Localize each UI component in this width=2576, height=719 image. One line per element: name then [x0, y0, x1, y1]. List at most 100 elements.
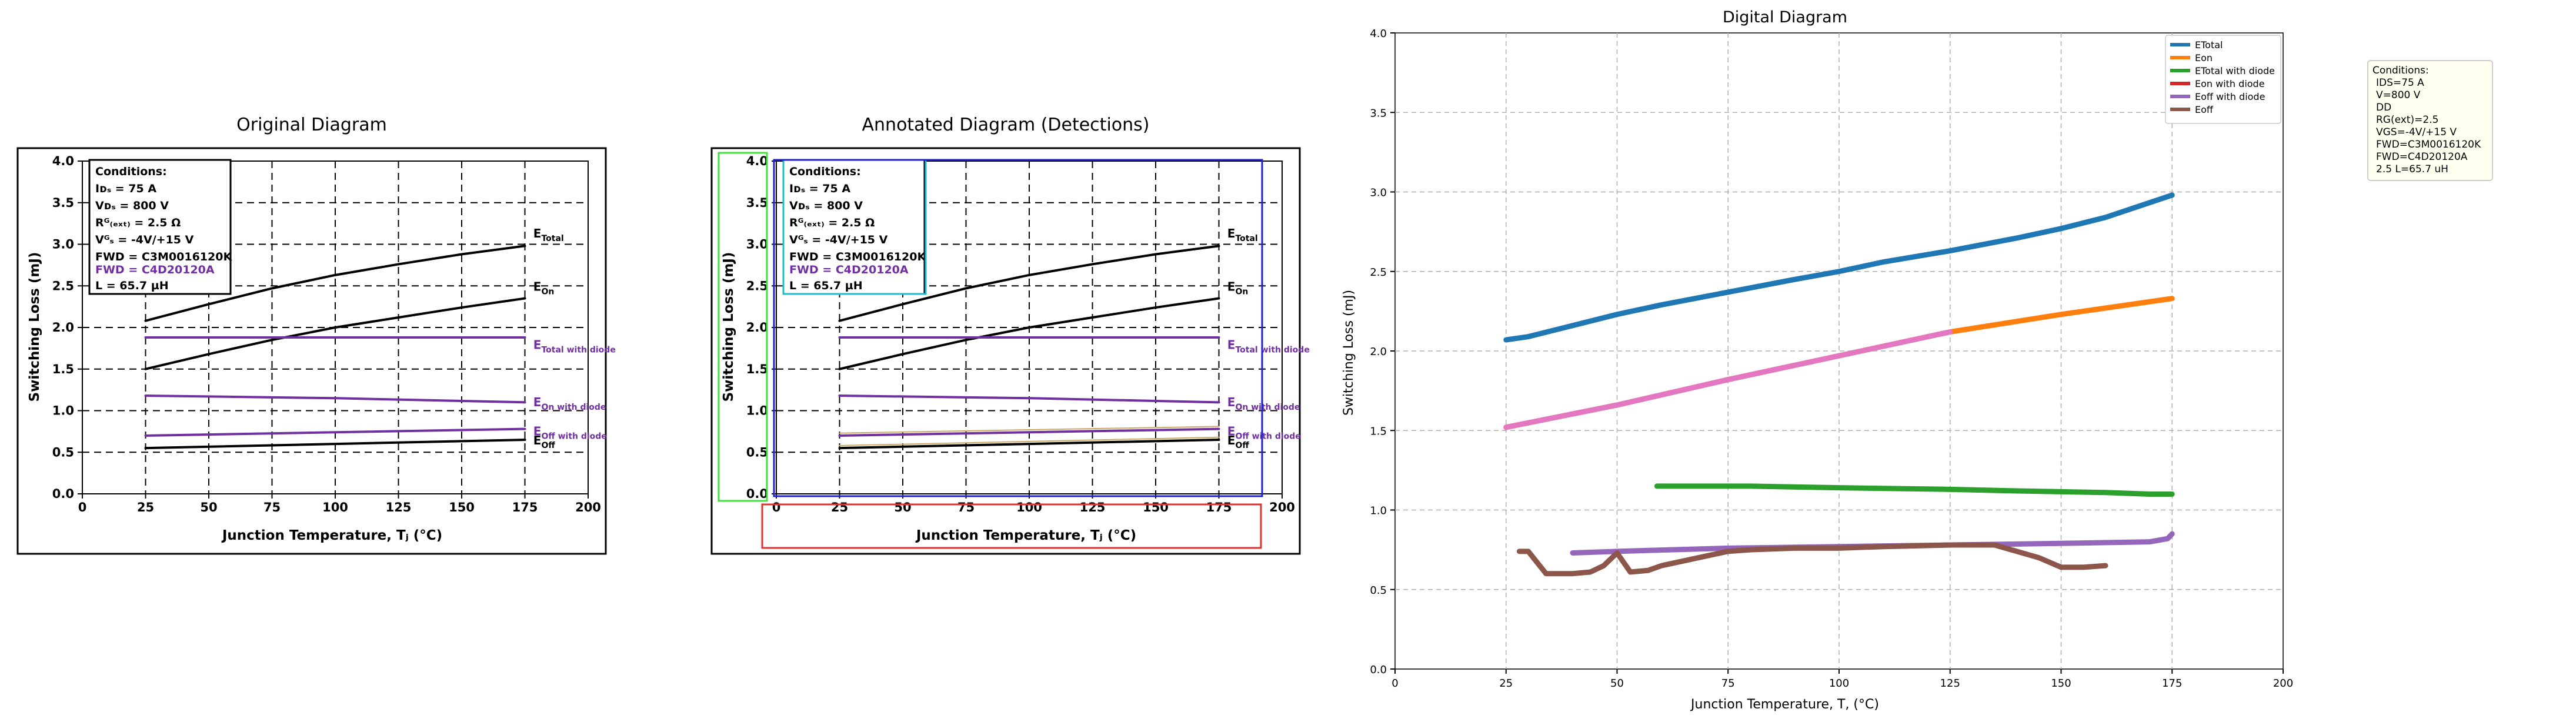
x-axis-label: Junction Temperature, T, (°C)	[1690, 697, 1879, 712]
conditions-line: FWD = C4D20120A	[95, 263, 215, 276]
series-label: EOff	[1227, 433, 1250, 450]
x-tick-label: 150	[449, 500, 475, 514]
y-tick-label: 0.5	[52, 445, 74, 459]
legend-entry: Eon	[2195, 52, 2213, 63]
series-line-e-off-detected	[839, 436, 1220, 446]
series-label: ETotal with diode	[1227, 337, 1310, 355]
legend-entry: Eoff with diode	[2195, 91, 2265, 102]
x-tick-label: 125	[1940, 677, 1960, 690]
conditions-line: Vᴅₛ = 800 V	[789, 199, 863, 212]
y-tick-label: 3.5	[52, 196, 74, 210]
plot-area: 0 25 50 75 100 125 150 175 200 0.0 0.5 1.0 1.5 2.0 2.5…	[1370, 28, 2293, 690]
original-diagram-panel: Original Diagram 0 25 50 75 100 125 150 175 2000…	[16, 115, 616, 555]
x-tick-label: 25	[1499, 677, 1513, 690]
y-tick-label: 3.0	[746, 238, 768, 252]
conditions-box: Conditions: IDS=75 A V=800 V DD RG(ext)=…	[2367, 60, 2493, 181]
chart-title: Digital Diagram	[1723, 8, 1847, 26]
conditions-line: FWD=C3M0016120K	[2376, 139, 2481, 151]
conditions-line: L = 65.7 µH	[789, 279, 863, 292]
x-tick-label: 75	[1721, 677, 1735, 690]
series-label: EOff with diode	[1227, 424, 1301, 442]
series-label: EOn with diode	[1227, 395, 1300, 412]
series-line-eoff	[1516, 542, 2108, 577]
y-tick-label: 4.0	[1370, 28, 1387, 40]
y-tick-label: 1.5	[1370, 425, 1387, 437]
y-tick-label: 0.0	[1370, 664, 1387, 676]
plot-area: 0 25 50 75 100 125 150 175 200 0.0 0.5 1.0 1.5 2.0 2.5…	[52, 154, 616, 514]
series-label: ETotal	[1227, 226, 1258, 243]
detection-box-y-axis	[718, 152, 768, 502]
conditions-line: Iᴅₛ = 75 A	[789, 182, 850, 195]
series-label: EOn	[1227, 279, 1249, 296]
series-line-e-off-with-diode	[838, 427, 1220, 437]
x-tick-label: 175	[512, 500, 538, 514]
conditions-line: V=800 V	[2376, 89, 2421, 101]
x-axis-label: Junction Temperature, Tⱼ (°C)	[915, 528, 1136, 543]
series-line-e-off	[838, 439, 1220, 450]
series-line-e-on	[144, 297, 526, 370]
series-line-etotal	[1503, 192, 2175, 343]
series-line-e-total	[838, 245, 1220, 322]
digital-diagram-panel: Digital Diagram 0 25 50 75 100 125 150 175 200 0.…	[1342, 8, 2493, 712]
y-tick-label: 0.5	[1370, 584, 1387, 597]
x-axis-label: Junction Temperature, Tⱼ (°C)	[221, 528, 442, 543]
y-tick-label: 3.5	[746, 196, 768, 210]
y-axis-label: Switching Loss (mJ)	[27, 252, 42, 402]
x-tick-label: 100	[1829, 677, 1849, 690]
series-line-e-off	[144, 439, 526, 450]
annotated-diagram-panel: Annotated Diagram (Detections) 0 25 50 75 10…	[710, 115, 1310, 555]
y-tick-label: 1.0	[746, 404, 768, 418]
legend-frame	[2165, 35, 2281, 124]
x-tick-label: 0	[1392, 677, 1398, 690]
conditions-heading: Conditions:	[95, 165, 167, 178]
conditions-line: Vᴅₛ = 800 V	[95, 199, 169, 212]
y-tick-label: 1.5	[746, 362, 768, 376]
conditions-line: FWD = C4D20120A	[789, 263, 909, 276]
x-tick-label: 50	[200, 500, 217, 514]
x-tick-label: 125	[386, 500, 412, 514]
x-tick-label: 200	[2273, 677, 2293, 690]
conditions-line: VGS=-4V/+15 V	[2376, 126, 2457, 138]
y-tick-label: 4.0	[52, 154, 74, 168]
x-tick-label: 0	[78, 500, 87, 514]
conditions-heading: Conditions:	[789, 165, 861, 178]
series-label: ETotal	[533, 226, 564, 243]
legend-entry: Eon with diode	[2195, 78, 2265, 89]
x-tick-label: 200	[575, 500, 601, 514]
y-axis-label: Switching Loss (mJ)	[721, 252, 736, 402]
chart-title: Annotated Diagram (Detections)	[862, 115, 1150, 135]
legend-entry: ETotal with diode	[2195, 65, 2275, 76]
series-label: EOff	[533, 433, 556, 450]
image-border	[710, 147, 1301, 555]
y-tick-label: 2.0	[1370, 346, 1387, 358]
conditions-line: IDS=75 A	[2376, 77, 2424, 89]
series-label: EOff with diode	[533, 424, 607, 442]
y-tick-label: 4.0	[746, 154, 768, 168]
y-tick-label: 0.0	[746, 487, 768, 501]
y-axis-label: Switching Loss (mJ)	[1342, 290, 1356, 416]
y-tick-label: 2.0	[746, 320, 768, 335]
y-tick-label: 3.0	[1370, 187, 1387, 199]
x-tick-label: 100	[1016, 500, 1042, 514]
x-tick-label: 200	[1269, 500, 1295, 514]
conditions-line: Rᴳ₍ₑₓₜ₎ = 2.5 Ω	[789, 216, 875, 229]
conditions-line: RG(ext)=2.5	[2376, 114, 2438, 126]
series-line-e-off-with-diode	[144, 427, 526, 437]
x-tick-label: 50	[1610, 677, 1624, 690]
conditions-line: L = 65.7 µH	[95, 279, 169, 292]
x-tick-label: 0	[772, 500, 781, 514]
conditions-line: Conditions:	[2373, 65, 2429, 76]
x-tick-label: 125	[1080, 500, 1106, 514]
x-tick-label: 100	[322, 500, 348, 514]
x-tick-label: 75	[957, 500, 975, 514]
series-label: EOn	[533, 279, 555, 296]
series-line-e-on-with-diode	[144, 394, 526, 404]
y-tick-label: 1.0	[52, 404, 74, 418]
series-line-e-total	[144, 245, 526, 322]
conditions-line: FWD=C4D20120A	[2376, 151, 2468, 163]
conditions-line: Rᴳ₍ₑₓₜ₎ = 2.5 Ω	[95, 216, 181, 229]
x-tick-label: 75	[263, 500, 281, 514]
series-line-e-on	[838, 297, 1220, 370]
series-line-eoff-with-diode	[1570, 531, 2175, 556]
conditions-line: DD	[2376, 102, 2391, 113]
